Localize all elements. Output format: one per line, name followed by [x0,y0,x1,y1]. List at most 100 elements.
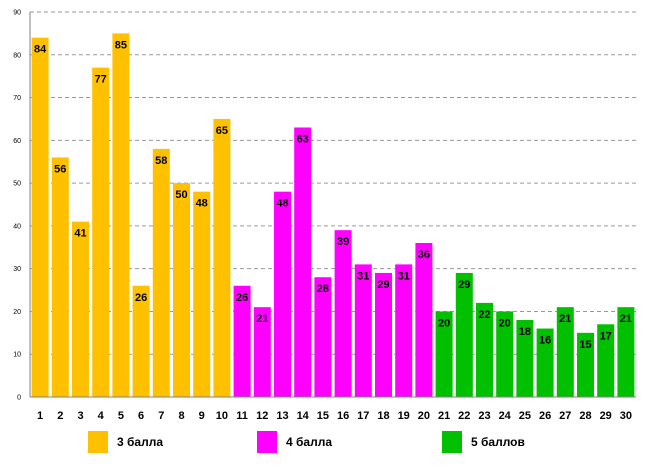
y-tick-label: 80 [13,52,21,59]
x-tick-label: 8 [178,410,184,422]
data-label: 21 [559,313,571,325]
data-label: 77 [95,74,107,86]
legend-item-5: 5 баллов [442,429,525,455]
y-tick-label: 50 [13,181,21,188]
y-tick-label: 90 [13,10,21,17]
data-label: 85 [115,39,127,51]
x-tick-label: 25 [519,410,531,422]
y-tick-label: 10 [13,352,21,359]
x-tick-label: 17 [357,410,369,422]
x-tick-label: 12 [256,410,268,422]
bar [112,33,130,398]
x-tick-label: 14 [297,410,310,422]
x-tick-label: 26 [539,410,551,422]
bar [375,272,392,397]
bar [476,302,493,397]
x-tick-label: 29 [600,410,612,422]
data-label: 48 [276,198,288,210]
data-labels: 84 56 41 77 85 26 58 50 48 65 26 21 48 63 28 39 31 29 31 36… [34,39,632,350]
x-tick-label: 18 [377,410,389,422]
data-label: 39 [337,236,349,248]
y-tick-label: 0 [17,395,21,402]
bar [516,320,534,397]
x-tick-label: 4 [98,410,105,422]
x-tick-label: 30 [620,410,632,422]
legend-item-3: 3 балла [88,429,163,455]
x-tick-label: 23 [478,410,490,422]
x-tick-label: 20 [418,410,430,422]
bar [72,221,89,397]
y-tick-label: 70 [13,95,21,102]
data-label: 22 [478,309,490,321]
bar [193,191,211,397]
data-label: 15 [579,339,591,351]
bar [496,311,514,397]
bar [132,285,150,397]
bar [51,157,69,397]
bar [415,243,433,397]
x-tick-label: 7 [158,410,164,422]
bar [455,272,473,397]
x-tick-label: 27 [559,410,571,422]
x-tick-label: 21 [438,410,450,422]
legend-label-5: 5 баллов [471,435,525,449]
x-tick-label: 1 [37,410,43,422]
y-tick-label: 60 [13,138,21,145]
x-tick-label: 15 [317,410,329,422]
legend-swatch-3 [88,431,108,453]
x-tick-label: 11 [236,410,248,422]
data-label: 84 [34,44,47,56]
data-label: 48 [196,198,208,210]
data-label: 63 [297,134,309,146]
bar [354,264,372,397]
data-label: 65 [216,125,228,137]
bar [294,127,312,397]
bar [617,307,635,397]
data-label: 29 [377,279,389,291]
legend-swatch-5 [442,431,462,453]
x-tick-label: 16 [337,410,349,422]
x-tick-label: 22 [458,410,470,422]
bar [334,230,352,397]
data-label: 31 [398,270,410,282]
legend-label-3: 3 балла [117,435,164,449]
bar [31,37,49,398]
bars [31,33,635,398]
data-label: 29 [458,279,470,291]
y-axis: 0 10 20 30 40 50 60 70 80 90 [13,10,31,402]
data-label: 16 [539,335,551,347]
data-label: 20 [438,317,450,329]
bar [233,285,251,397]
y-tick-label: 30 [13,266,21,273]
x-tick-label: 9 [199,410,205,422]
bar [435,311,453,397]
data-label: 17 [600,330,612,342]
x-tick-label: 13 [276,410,288,422]
bar [253,307,271,397]
data-label: 50 [175,189,187,201]
bar [92,67,110,397]
legend-label-4: 4 балла [286,435,333,449]
bar [556,307,574,397]
bar [213,118,231,397]
y-tick-label: 40 [13,223,21,230]
x-tick-label: 24 [499,410,512,422]
gridlines [30,11,636,355]
data-label: 21 [256,313,268,325]
x-tick-label: 5 [118,410,124,422]
x-tick-label: 2 [57,410,63,422]
x-tick-label: 6 [138,410,144,422]
x-tick-label: 28 [579,410,591,422]
bar [274,191,291,397]
bar [152,148,170,397]
data-label: 56 [54,163,66,175]
x-axis: 1 2 3 4 5 6 7 8 9 10 11 12 13 14 15 16 17 18 19 20 21 22 23 24 2… [30,396,636,422]
bar [173,183,190,397]
y-tick-label: 20 [13,309,21,316]
x-tick-label: 3 [77,410,83,422]
data-label: 26 [135,292,147,304]
x-tick-label: 19 [398,410,410,422]
data-label: 31 [357,270,369,282]
data-label: 41 [74,228,86,240]
